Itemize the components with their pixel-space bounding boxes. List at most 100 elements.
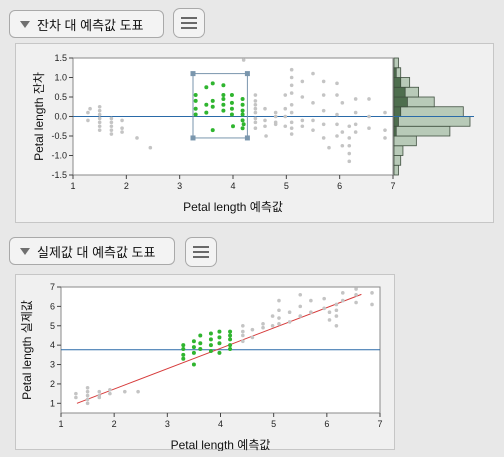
x-tick-label: 7 [390, 181, 395, 191]
y-tick-label: 3 [50, 360, 55, 370]
data-point [253, 116, 258, 121]
data-point [135, 136, 139, 140]
disclosure-triangle-icon [20, 21, 30, 28]
data-point [367, 114, 371, 119]
data-point-selected [181, 352, 186, 357]
residual-plot-panel: 1 2 3 4 5 6 7 1.5 1.0 0.5 0.0 -0.5 -1.0 -1.5 Petal len… [15, 43, 494, 223]
data-point-selected [217, 335, 222, 340]
histogram-bar [393, 145, 404, 156]
actual-by-predicted-panel: 1 2 3 4 5 6 7 7 6 5 4 3 2 1 Petal length 예측값 Petal leng… [15, 274, 396, 452]
data-point [97, 108, 102, 113]
data-point [97, 120, 102, 125]
data-point-selected [210, 104, 215, 109]
data-point [109, 128, 114, 132]
data-point-selected [191, 345, 196, 350]
histogram-bar-selected [393, 67, 397, 78]
data-point [277, 316, 281, 320]
red-triangle-menu-button[interactable] [185, 237, 217, 267]
y-tick-label: 1.0 [54, 73, 67, 83]
data-point [353, 122, 358, 127]
histogram-bar-selected [393, 96, 408, 108]
data-point [277, 322, 281, 326]
data-point [289, 120, 294, 125]
histogram-bar [393, 155, 402, 166]
data-point-selected [228, 333, 233, 338]
data-point-selected [193, 98, 198, 103]
histogram-bar [393, 116, 471, 127]
x-tick-label: 3 [177, 181, 182, 191]
data-point [109, 116, 114, 121]
data-point [321, 93, 326, 97]
data-point-selected [181, 347, 186, 352]
data-point [287, 320, 292, 324]
y-tick-label: 2 [50, 379, 55, 389]
outline-toggle-actual-by-predicted[interactable]: 실제값 대 예측값 도표 [9, 237, 175, 265]
data-point [85, 389, 90, 394]
y-tick-label: -1.5 [51, 170, 67, 180]
data-point [85, 386, 90, 390]
data-point [298, 292, 303, 297]
data-point-selected [193, 93, 198, 98]
x-axis-label: Petal length 예측값 [171, 438, 271, 451]
actual-by-predicted-chart[interactable]: 1 2 3 4 5 6 7 7 6 5 4 3 2 1 Petal length 예측값 Petal leng… [16, 275, 396, 452]
data-point [253, 103, 258, 107]
data-point [347, 124, 352, 129]
data-point [86, 118, 90, 123]
data-point-selected [204, 85, 209, 90]
data-point [289, 126, 294, 130]
data-point [120, 118, 124, 123]
x-tick-label: 2 [112, 419, 117, 429]
data-point [353, 110, 358, 115]
data-point [97, 395, 102, 400]
data-point [287, 310, 292, 314]
data-point [120, 126, 124, 130]
data-point [321, 79, 326, 84]
x-tick-label: 6 [337, 181, 342, 191]
data-point-selected [229, 106, 234, 111]
data-point [335, 93, 339, 97]
data-point [86, 110, 90, 115]
data-point-selected [191, 339, 196, 344]
data-point [335, 122, 339, 127]
residual-plot-chart[interactable]: 1 2 3 4 5 6 7 1.5 1.0 0.5 0.0 -0.5 -1.0 -1.5 Petal len… [16, 44, 495, 224]
data-point [340, 143, 345, 148]
data-point [253, 110, 258, 115]
data-point-selected [241, 122, 246, 127]
data-point [289, 83, 294, 88]
data-point [108, 391, 112, 396]
brush-selection-box [192, 73, 248, 139]
data-point [289, 67, 294, 72]
data-point-selected [228, 337, 233, 342]
data-point-selected [193, 106, 198, 111]
data-point [354, 287, 358, 291]
hamburger-icon [193, 246, 209, 248]
data-point [383, 110, 387, 115]
data-point [283, 124, 288, 129]
data-point [327, 310, 332, 314]
data-point [335, 134, 339, 138]
red-triangle-menu-button[interactable] [173, 8, 205, 38]
data-point [289, 103, 294, 107]
data-point [321, 122, 326, 127]
data-point [263, 124, 267, 129]
x-tick-label: 2 [124, 181, 129, 191]
data-point-selected [228, 329, 233, 334]
data-point [322, 296, 326, 301]
data-point [309, 310, 313, 314]
data-point [340, 101, 345, 105]
brush-handle [190, 71, 196, 77]
histogram-bar-selected [393, 77, 402, 88]
data-point [347, 159, 352, 164]
data-point [253, 106, 258, 111]
histogram-bar-selected [393, 106, 402, 117]
histogram-bar-selected [393, 125, 397, 137]
data-point [253, 99, 258, 103]
outline-toggle-residual-plot[interactable]: 잔차 대 예측값 도표 [9, 10, 164, 38]
y-tick-label: 0.5 [54, 92, 67, 102]
hamburger-icon [181, 17, 197, 19]
data-point [298, 314, 303, 318]
fit-line [76, 293, 362, 404]
histogram-bar-selected [393, 116, 399, 127]
data-point [327, 318, 332, 322]
data-point-selected [198, 341, 203, 346]
